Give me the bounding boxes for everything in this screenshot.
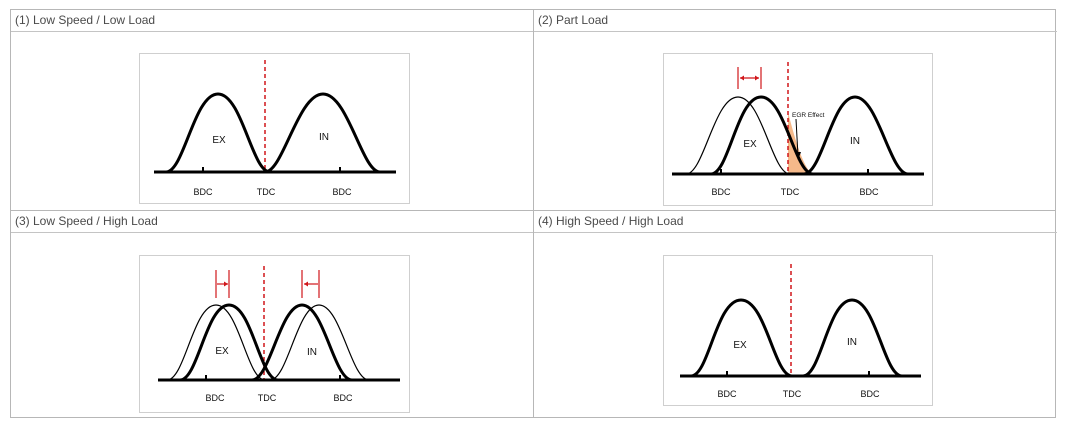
intake-valve-curve-base [269, 304, 370, 381]
panel-header: (1) Low Speed / Low Load [11, 10, 533, 32]
valve-diagram: EX IN BDC TDC BDC [139, 53, 410, 204]
valve-diagram: EX IN BDC TDC BDC [663, 255, 933, 406]
panel-low-speed-low-load: (1) Low Speed / Low Load EX IN BDC TDC B… [11, 10, 533, 210]
row-divider [11, 210, 1055, 211]
egr-overlap-area [788, 112, 812, 174]
bdc-label: BDC [332, 187, 352, 197]
intake-valve-curve-advanced [251, 303, 353, 382]
arrowhead [224, 281, 228, 287]
in-label: IN [319, 132, 329, 143]
intake-valve-curve [802, 298, 903, 378]
egr-pointer [795, 118, 799, 157]
arrowhead [740, 75, 744, 81]
bdc-label: BDC [859, 187, 879, 197]
egr-effect-label: EGR Effect [792, 112, 825, 119]
panel-title: (2) Part Load [538, 13, 609, 27]
bdc-label: BDC [717, 389, 737, 399]
arrowhead [755, 75, 759, 81]
tdc-label: TDC [781, 187, 800, 197]
ex-label: EX [743, 139, 757, 150]
panel-header: (3) Low Speed / High Load [11, 211, 533, 233]
bdc-label: BDC [860, 389, 880, 399]
tdc-label: TDC [257, 187, 276, 197]
exhaust-valve-curve [690, 298, 793, 378]
panel-title: (4) High Speed / High Load [538, 214, 684, 228]
egr-pointer-head [795, 152, 801, 160]
panel-title: (3) Low Speed / High Load [15, 214, 158, 228]
panel-low-speed-high-load: (3) Low Speed / High Load EX [11, 211, 533, 418]
panel-title: (1) Low Speed / Low Load [15, 13, 156, 27]
exhaust-valve-curve-base [166, 304, 266, 381]
valve-timing-table: (1) Low Speed / Low Load EX IN BDC TDC B… [10, 9, 1057, 418]
arrowhead [304, 281, 308, 287]
ex-label: EX [215, 346, 229, 357]
in-label: IN [850, 136, 860, 147]
panel-high-speed-high-load: (4) High Speed / High Load EX IN BDC TDC… [534, 211, 1057, 418]
bdc-label: BDC [333, 393, 353, 403]
tdc-label: TDC [258, 393, 277, 403]
intake-valve-curve [803, 95, 909, 176]
panel-header: (2) Part Load [534, 10, 1057, 32]
ex-label: EX [212, 135, 226, 146]
column-divider [533, 10, 534, 417]
tdc-label: TDC [783, 389, 802, 399]
in-label: IN [307, 347, 317, 358]
in-label: IN [847, 337, 857, 348]
panel-part-load: (2) Part Load EGR Effect EX [534, 10, 1057, 210]
panel-header: (4) High Speed / High Load [534, 211, 1057, 233]
ex-label: EX [733, 340, 747, 351]
exhaust-valve-curve [165, 92, 271, 174]
valve-diagram: EX IN BDC TDC BDC [139, 255, 410, 413]
intake-valve-curve [264, 92, 381, 174]
bdc-label: BDC [205, 393, 225, 403]
exhaust-valve-curve-retarded [179, 303, 279, 382]
bdc-label: BDC [711, 187, 731, 197]
bdc-label: BDC [193, 187, 213, 197]
valve-diagram: EGR Effect EX IN BDC TDC BDC [663, 53, 933, 206]
exhaust-valve-curve-base [685, 96, 791, 175]
